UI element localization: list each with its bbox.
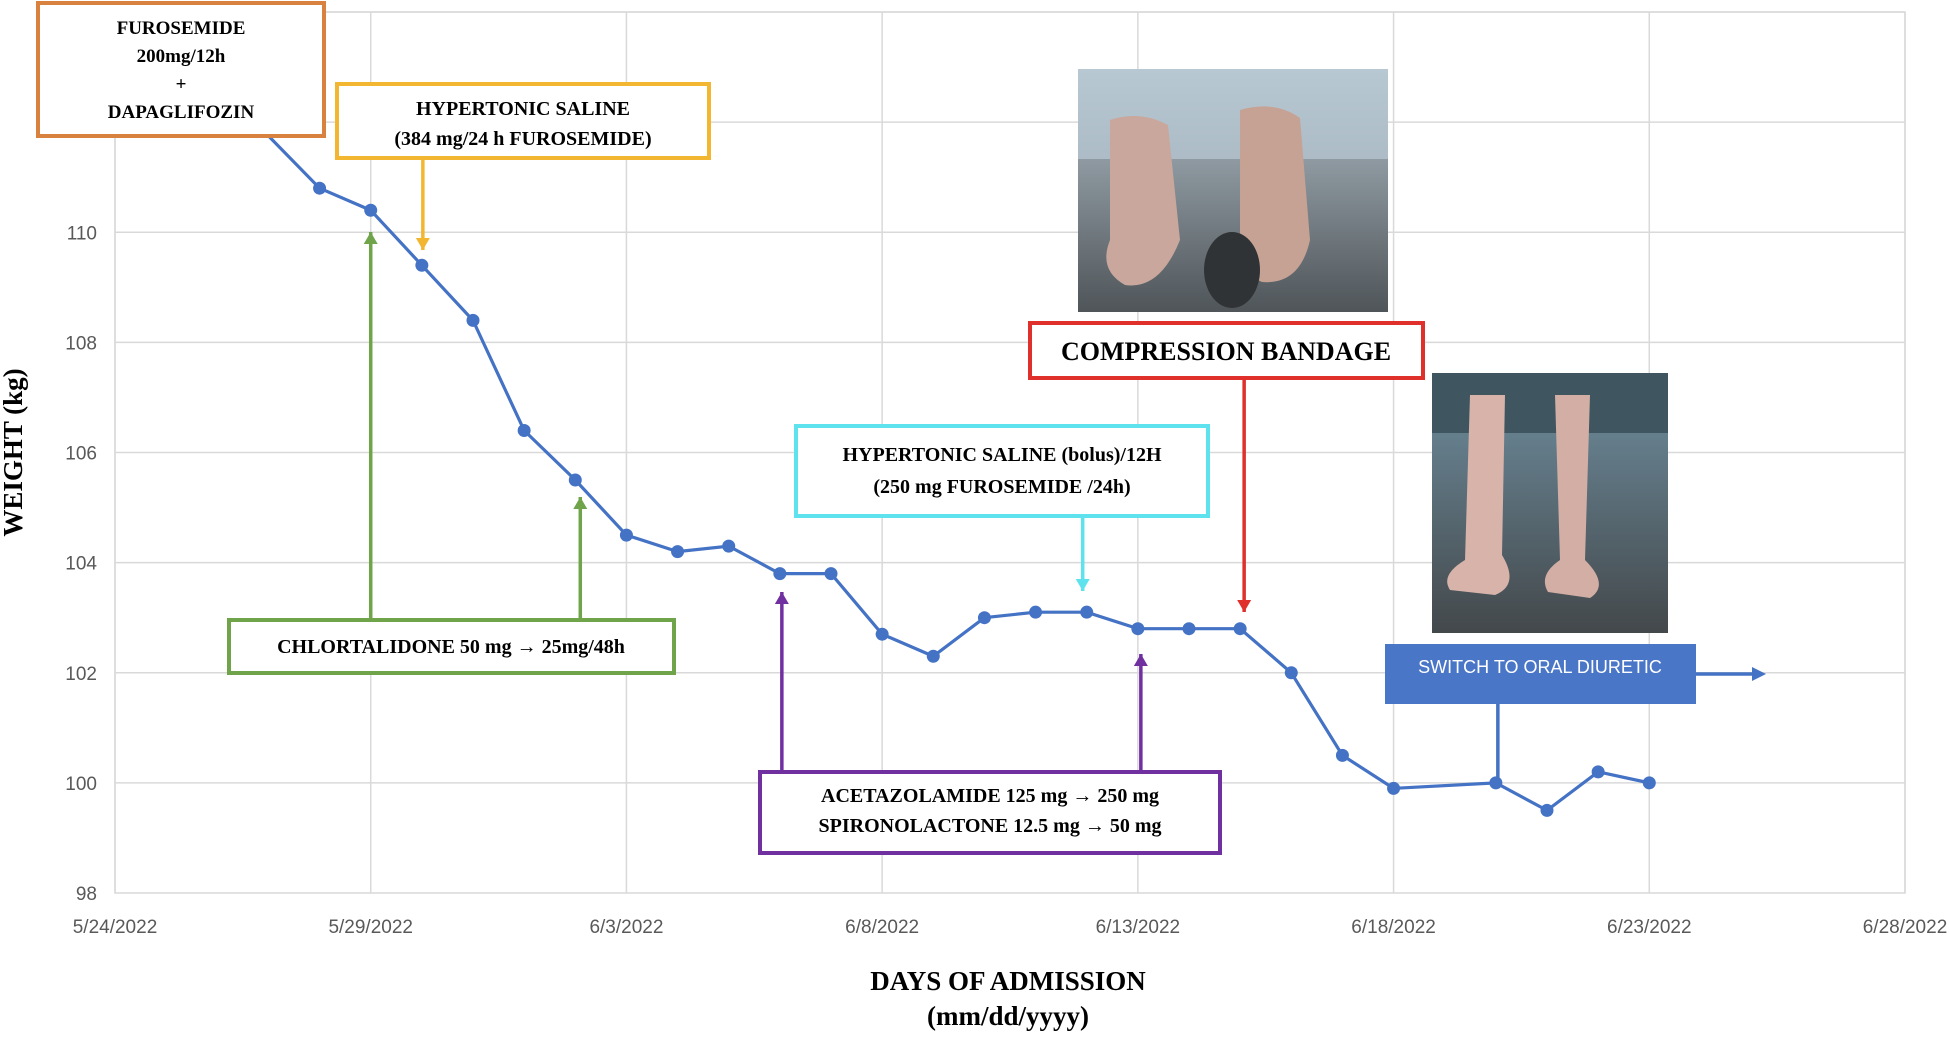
compression-bandage-box (1028, 321, 1425, 380)
weight-data-point (1182, 622, 1196, 636)
photo-leg-right (1544, 395, 1599, 598)
weight-data-point (671, 545, 685, 559)
photo-leg-left (1447, 395, 1510, 595)
x-tick-label: 6/18/2022 (1351, 917, 1436, 938)
weight-data-point (1387, 781, 1401, 795)
x-tick-label: 6/23/2022 (1607, 917, 1692, 938)
compression-bandage-label: COMPRESSION BANDAGE (1061, 337, 1391, 366)
switch-oral-arrow-head (1752, 667, 1766, 681)
weight-data-point (1131, 622, 1145, 636)
switch-oral-label: SWITCH TO ORAL DIURETIC (1418, 657, 1662, 677)
acetazolamide-arrow-1-head (774, 592, 789, 604)
acetazolamide-box (758, 770, 1222, 855)
switch-oral-box (1385, 644, 1696, 704)
weight-data-point (977, 611, 991, 625)
photo-legs-after-top (1432, 373, 1668, 433)
photo-shoe (1204, 232, 1260, 308)
furosemide-label: DAPAGLIFOZIN (108, 102, 255, 123)
furosemide-label: 200mg/12h (137, 46, 226, 67)
x-axis-subtitle: (mm/dd/yyyy) (927, 1001, 1089, 1031)
weight-data-point (1233, 622, 1247, 636)
series-layer (216, 82, 1656, 817)
weight-data-point (1080, 605, 1094, 619)
hypertonic-saline-bolus-box (794, 424, 1210, 518)
x-tick-label: 5/29/2022 (328, 917, 413, 938)
weight-data-point (619, 528, 633, 542)
chlortalidone-label: CHLORTALIDONE 50 mg → 25mg/48h (277, 636, 625, 658)
photo-layer (1078, 69, 1668, 633)
weight-data-point (364, 203, 378, 217)
weight-data-point (1335, 748, 1349, 762)
photo-legs-after (1432, 373, 1668, 633)
weight-data-point (926, 649, 940, 663)
y-tick-label: 100 (65, 774, 97, 795)
x-tick-label: 6/8/2022 (845, 917, 919, 938)
furosemide-label: FUROSEMIDE (117, 18, 246, 39)
weight-data-point (1284, 666, 1298, 680)
weight-data-point (466, 313, 480, 327)
annotation-layer: FUROSEMIDE 200mg/12h + DAPAGLIFOZIN HYPERTON… (36, 1, 1766, 855)
x-tick-label: 6/13/2022 (1096, 917, 1181, 938)
hypertonic-saline-box (335, 82, 711, 160)
x-axis-title: DAYS OF ADMISSION (870, 966, 1146, 996)
hypertonic-saline-arrow-head (415, 238, 430, 250)
weight-data-point (313, 181, 327, 195)
hypertonic-saline-label: HYPERTONIC SALINE (416, 98, 630, 120)
furosemide-label: + (176, 74, 187, 95)
axis-layer: 98 100 102 104 106 108 110 5/24/2022 5/29/2022 6/… (0, 223, 1947, 1031)
y-tick-label: 102 (65, 664, 97, 685)
y-tick-label: 108 (65, 333, 97, 354)
weight-data-point (722, 539, 736, 553)
photo-feet-before (1078, 69, 1388, 312)
weight-data-point (824, 567, 838, 581)
weight-data-point (773, 567, 787, 581)
x-tick-label: 5/24/2022 (73, 917, 158, 938)
photo-foot-right (1238, 106, 1310, 283)
weight-data-point (1642, 776, 1656, 790)
weight-data-point (568, 473, 582, 487)
y-tick-label: 106 (65, 444, 97, 465)
photo-foot-left (1106, 116, 1180, 286)
chlortalidone-box (227, 618, 676, 675)
weight-data-point (517, 423, 531, 437)
weight-data-point (1029, 605, 1043, 619)
hypertonic-saline-bolus-label: (250 mg FUROSEMIDE /24h) (873, 476, 1130, 498)
y-tick-label: 98 (76, 884, 97, 905)
acetazolamide-label: SPIRONOLACTONE 12.5 mg → 50 mg (819, 815, 1162, 837)
furosemide-box (36, 1, 326, 138)
weight-data-point (875, 627, 889, 641)
compression-bandage-arrow-head (1237, 600, 1252, 612)
chlortalidone-arrow-1-head (363, 232, 378, 244)
hypertonic-saline-bolus-label: HYPERTONIC SALINE (bolus)/12H (843, 444, 1162, 466)
weight-data-point (1591, 765, 1605, 779)
x-tick-label: 6/3/2022 (589, 917, 663, 938)
chlortalidone-arrow-2-head (573, 497, 588, 509)
weight-data-point (1489, 776, 1503, 790)
hypertonic-saline-label: (384 mg/24 h FUROSEMIDE) (394, 128, 651, 150)
acetazolamide-label: ACETAZOLAMIDE 125 mg → 250 mg (821, 785, 1159, 807)
y-axis-title: WEIGHT (kg) (0, 368, 28, 536)
weight-data-point (415, 258, 429, 272)
weight-data-point (1540, 803, 1554, 817)
x-tick-label: 6/28/2022 (1863, 917, 1948, 938)
hypertonic-saline-bolus-arrow-head (1075, 579, 1090, 591)
y-tick-label: 110 (67, 223, 97, 244)
acetazolamide-arrow-2-head (1133, 654, 1148, 666)
y-tick-label: 104 (65, 554, 97, 575)
